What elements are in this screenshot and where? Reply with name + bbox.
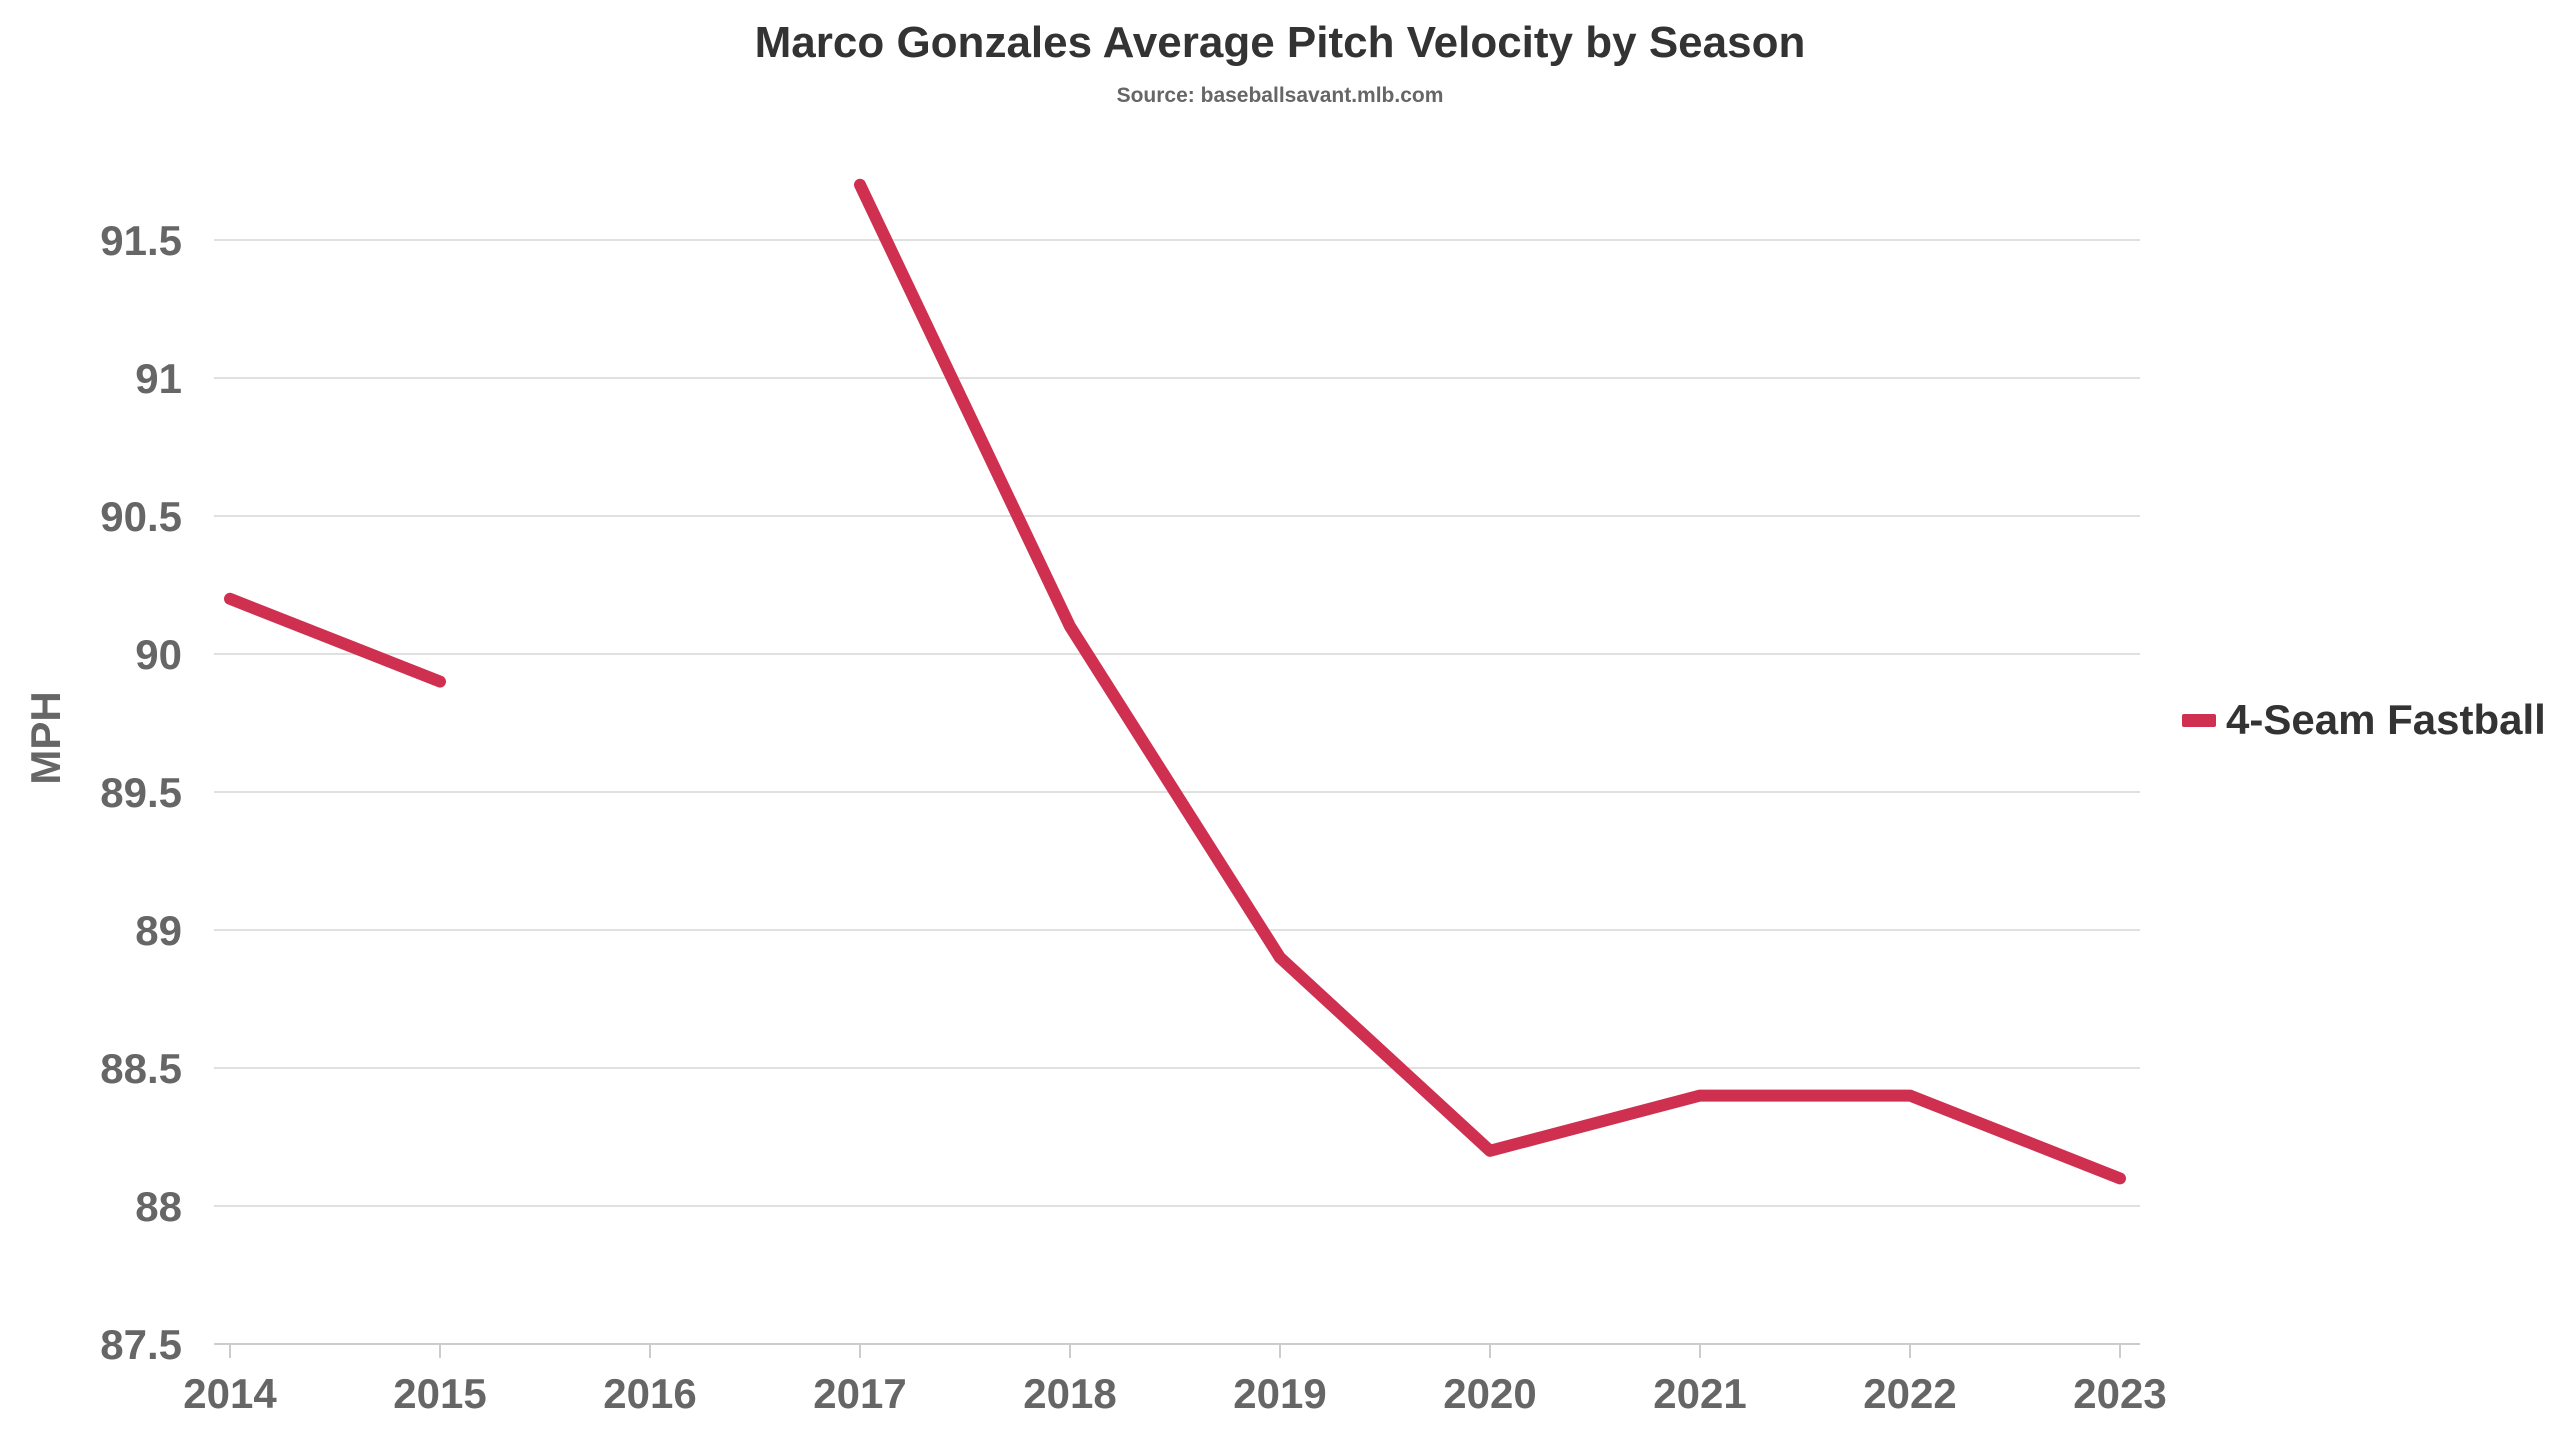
x-tick-label: 2016 bbox=[603, 1370, 696, 1417]
y-tick-label: 90.5 bbox=[100, 493, 182, 540]
x-tick-label: 2020 bbox=[1443, 1370, 1536, 1417]
y-tick-label: 89.5 bbox=[100, 769, 182, 816]
x-tick-label: 2019 bbox=[1233, 1370, 1326, 1417]
data-point[interactable] bbox=[434, 676, 446, 688]
data-point[interactable] bbox=[1274, 952, 1286, 964]
x-tick-label: 2018 bbox=[1023, 1370, 1116, 1417]
y-tick-label: 91.5 bbox=[100, 217, 182, 264]
series-line-4-seam-fastball bbox=[854, 178, 2126, 1185]
x-tick-labels: 2014 2015 2016 2017 2018 2019 2020 2021 2022 2023 bbox=[183, 1370, 2166, 1417]
x-tick-label: 2021 bbox=[1653, 1370, 1746, 1417]
data-point[interactable] bbox=[1064, 620, 1076, 632]
data-point[interactable] bbox=[854, 179, 866, 191]
axes bbox=[214, 1343, 2140, 1358]
y-tick-label: 88 bbox=[135, 1183, 182, 1230]
y-tick-label: 90 bbox=[135, 631, 182, 678]
y-tick-label: 89 bbox=[135, 907, 182, 954]
x-tick-label: 2023 bbox=[2073, 1370, 2166, 1417]
series-lines bbox=[224, 178, 2126, 1185]
series-line-4-seam-fastball bbox=[224, 592, 446, 688]
x-tick-label: 2015 bbox=[393, 1370, 486, 1417]
x-tick-label: 2014 bbox=[183, 1370, 277, 1417]
legend-label-4-seam-fastball: 4-Seam Fastball bbox=[2226, 696, 2546, 743]
data-point[interactable] bbox=[1904, 1090, 1916, 1102]
x-tick-label: 2017 bbox=[813, 1370, 906, 1417]
x-tick-label: 2022 bbox=[1863, 1370, 1956, 1417]
chart-subtitle: Source: baseballsavant.mlb.com bbox=[1116, 84, 1444, 107]
y-tick-labels: 87.5 88 88.5 89 89.5 90 90.5 91 91.5 bbox=[100, 217, 182, 1368]
grid-lines bbox=[214, 239, 2140, 1207]
chart-title: Marco Gonzales Average Pitch Velocity by… bbox=[754, 18, 1806, 67]
y-tick-label: 87.5 bbox=[100, 1321, 182, 1368]
data-point[interactable] bbox=[2114, 1172, 2126, 1184]
legend-swatch bbox=[2182, 713, 2216, 727]
data-point[interactable] bbox=[1484, 1145, 1496, 1157]
data-point[interactable] bbox=[1694, 1090, 1706, 1102]
y-axis-title: MPH bbox=[22, 691, 69, 784]
y-tick-label: 88.5 bbox=[100, 1045, 182, 1092]
legend[interactable]: 4-Seam Fastball bbox=[2182, 696, 2546, 744]
data-point[interactable] bbox=[224, 593, 236, 605]
y-tick-label: 91 bbox=[135, 355, 182, 402]
